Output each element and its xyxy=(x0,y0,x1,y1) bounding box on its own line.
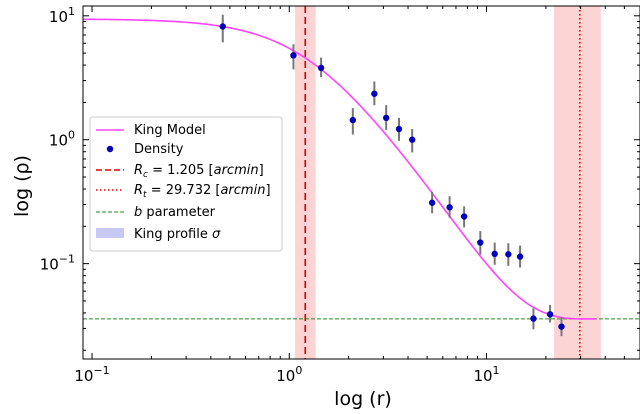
x-axis-ticks: 10−1 100 101 xyxy=(74,6,640,385)
plot-frame xyxy=(82,5,640,360)
x-tick-label-0: 10−1 xyxy=(74,364,109,385)
legend-rt-label: Rt = 29.732 [arcmin] xyxy=(134,183,271,200)
density-point-5 xyxy=(382,114,390,122)
density-point-0 xyxy=(219,23,226,30)
y-tick-label-1: 100 xyxy=(49,129,75,150)
density-point-8 xyxy=(428,199,436,206)
density-point-1 xyxy=(290,52,297,59)
density-point-9 xyxy=(446,204,453,211)
rt-sigma-band xyxy=(554,6,601,359)
y-tick-label-2: 101 xyxy=(49,5,75,26)
density-point-7 xyxy=(409,136,416,143)
density-points-group xyxy=(219,23,565,330)
x-tick-label-1: 100 xyxy=(276,364,302,385)
density-point-6 xyxy=(395,125,403,133)
radius-lines-group xyxy=(304,6,581,359)
density-point-14 xyxy=(516,253,524,260)
density-point-16 xyxy=(546,311,554,318)
legend: King Model Density Rc = 1.205 [arcmin] R… xyxy=(89,116,283,252)
y-tick-label-0: 10−1 xyxy=(40,253,75,274)
king-model-group xyxy=(82,18,597,320)
density-point-3 xyxy=(349,116,357,124)
legend-sigma-label: King profile σ xyxy=(134,227,221,242)
x-axis-label: log (r) xyxy=(334,388,392,410)
density-point-13 xyxy=(505,251,512,258)
legend-density-swatch xyxy=(106,145,114,153)
legend-b-parameter-label: b parameter xyxy=(134,205,216,220)
density-point-10 xyxy=(460,213,468,220)
density-point-17 xyxy=(558,323,565,330)
y-axis-label: log (ρ) xyxy=(11,155,33,217)
x-tick-label-2: 101 xyxy=(473,364,499,385)
sigma-bands xyxy=(295,6,601,359)
density-point-11 xyxy=(477,239,484,246)
density-point-4 xyxy=(371,90,378,97)
legend-box xyxy=(89,116,283,252)
legend-king-model-label: King Model xyxy=(134,123,206,138)
density-point-12 xyxy=(491,250,498,258)
y-axis-ticks: 10−1 100 101 xyxy=(40,5,640,351)
density-point-15 xyxy=(530,315,537,322)
legend-density-label: Density xyxy=(134,142,184,157)
density-point-2 xyxy=(317,64,325,72)
legend-rc-label: Rc = 1.205 [arcmin] xyxy=(134,163,264,180)
king-model-curve xyxy=(82,18,597,320)
legend-sigma-swatch xyxy=(96,228,124,238)
